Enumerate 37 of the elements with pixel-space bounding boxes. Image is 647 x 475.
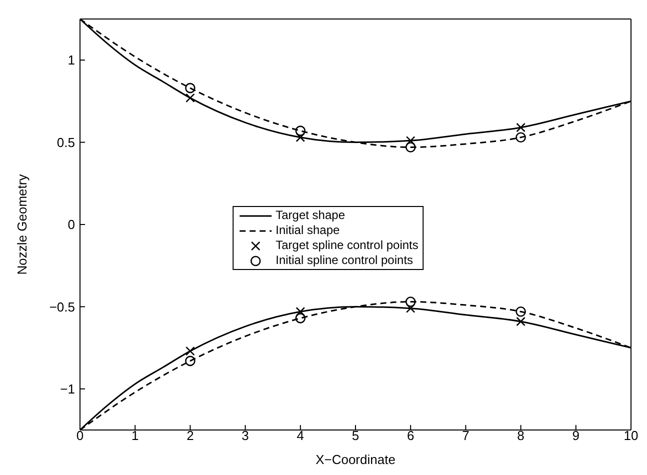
x-axis-title: X−Coordinate (316, 452, 396, 467)
legend-label: Target shape (276, 208, 346, 223)
point (406, 136, 416, 146)
legend-label: Target spline control points (276, 238, 418, 253)
point (516, 132, 526, 143)
x-tick-label: 2 (186, 428, 194, 444)
y-tick-label: 0.5 (56, 134, 75, 150)
point (406, 304, 416, 313)
point (295, 313, 306, 324)
legend-label: Initial shape (276, 223, 340, 238)
x-tick-label: 3 (242, 428, 249, 444)
x-tick-label: 1 (131, 428, 139, 444)
point (296, 306, 306, 316)
point (405, 142, 416, 152)
point (516, 306, 526, 317)
point (516, 316, 526, 326)
y-tick-label: −0.5 (49, 299, 75, 314)
x-tick-label: 4 (296, 428, 304, 444)
x-tick-label: 8 (517, 428, 524, 444)
y-axis-title: Nozzle Geometry (14, 174, 30, 275)
point (186, 346, 195, 356)
x-tick-label: 7 (462, 428, 470, 444)
y-tick-label: −1 (60, 382, 75, 397)
point (405, 296, 416, 307)
x-tick-label: 9 (572, 428, 580, 444)
x-tick-label: 10 (624, 428, 638, 444)
point (295, 126, 306, 136)
point (185, 356, 196, 366)
y-tick-label: 0 (68, 217, 75, 232)
legend-label: Initial spline control points (276, 253, 414, 268)
point (186, 93, 195, 103)
x-tick-label: 6 (406, 428, 414, 444)
x-tick-label: 5 (352, 428, 360, 444)
y-tick-label: 1 (68, 52, 75, 68)
point (296, 132, 306, 142)
point (516, 122, 526, 132)
point (185, 82, 196, 94)
